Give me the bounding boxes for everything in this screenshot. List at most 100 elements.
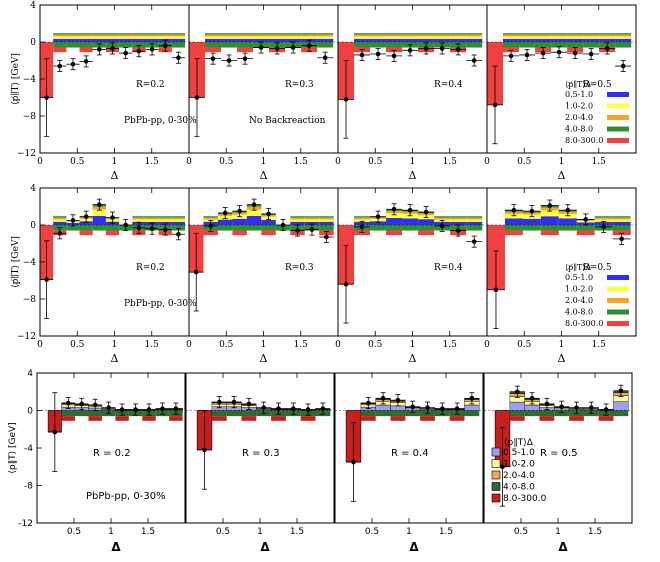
bar-pos <box>503 33 520 35</box>
bar-under <box>405 410 421 417</box>
data-point <box>44 277 49 282</box>
y-tick-label: −12 <box>17 332 36 342</box>
bar-under2 <box>241 416 257 421</box>
bar-pos <box>246 215 262 225</box>
bar-pos <box>79 221 93 225</box>
panel-label: R=0.4 <box>434 263 463 273</box>
bar-under2 <box>612 230 631 236</box>
x-tick-label: 0 <box>37 157 43 167</box>
panel-label: R = 0.2 <box>93 448 131 459</box>
bar-pos <box>466 216 483 218</box>
x-tick-label: 1 <box>108 527 114 537</box>
chart-row-bottom: 0.5 1 1.5 Δ R = 0.2 0.5 1 1.5 Δ R = 0.3 0.5 1 1.5 Δ R … <box>8 369 633 554</box>
bar-pos <box>594 219 613 222</box>
bar-under <box>535 42 552 48</box>
bar-pos <box>205 36 222 39</box>
x-tick-label: 1.5 <box>294 157 309 167</box>
bar-pos <box>519 33 536 35</box>
bar-pos <box>158 216 172 218</box>
data-point <box>176 231 181 237</box>
x-tick-label: 0 <box>335 157 341 167</box>
x-axis-label: Δ <box>260 352 268 365</box>
bar-pos <box>503 36 520 39</box>
x-tick-label: 0 <box>37 340 43 350</box>
bar-pos <box>402 218 419 225</box>
data-point <box>65 400 71 406</box>
x-tick-label: 0 <box>484 340 490 350</box>
bar-under2 <box>509 416 525 421</box>
data-point <box>492 102 498 108</box>
bar-under <box>246 225 262 231</box>
x-tick-label: 0.5 <box>70 340 85 350</box>
bar-under <box>319 225 334 231</box>
bar-pos <box>599 33 616 35</box>
bar-under <box>75 410 89 417</box>
data-point <box>366 400 371 406</box>
panel-middle-0: 0 0.5 1 1.5 Δ R=0.2 <box>37 187 190 365</box>
bar-pos <box>612 221 631 225</box>
bar-pos <box>558 218 577 225</box>
data-point <box>391 53 397 59</box>
bar-under <box>360 410 376 417</box>
legend-title: ⟨p∥T⟩Δ <box>504 438 534 448</box>
bar-pos <box>301 33 318 35</box>
bar-pos <box>171 217 186 220</box>
legend-label: 0.5-1.0 <box>503 448 535 458</box>
data-point <box>280 222 286 228</box>
data-point <box>469 396 475 401</box>
bar-pos <box>509 401 525 411</box>
y-tick-label: -8 <box>24 482 33 492</box>
data-point <box>290 45 296 50</box>
bar-under <box>92 225 106 231</box>
legend-swatch <box>491 482 501 491</box>
bar-pos <box>583 36 600 39</box>
data-point <box>242 56 248 61</box>
legend-title: ⟨p̸∥T⟩Δ <box>565 80 591 89</box>
legend-label: 0.5-1.0 <box>565 273 593 282</box>
data-point <box>306 43 312 48</box>
bar-pos <box>158 33 172 35</box>
bar-pos <box>237 36 254 39</box>
bar-pos <box>217 219 233 225</box>
panel-label: R = 0.4 <box>391 448 429 459</box>
bar-pos <box>567 34 584 37</box>
bar-under2 <box>390 416 406 421</box>
panel-top-1: 0 0.5 1 1.5 Δ R=0.3 <box>186 4 339 182</box>
bar-under <box>509 410 525 417</box>
chart-row-top: 0 0.5 1 1.5 Δ R=0.2 0 0.5 1 1.5 Δ R=0.3 0 0.5 1 1.5 Δ R=0… <box>10 1 637 182</box>
x-tick-label: 0 <box>186 340 192 350</box>
data-point <box>508 53 514 59</box>
panel-top-0: 0 0.5 1 1.5 Δ R=0.2 <box>37 4 190 182</box>
bar-under <box>519 42 536 48</box>
bar-under2 <box>169 416 183 421</box>
legend-label: 0.5-1.0 <box>565 90 593 99</box>
bar-under <box>386 42 403 48</box>
bar-pos <box>79 34 93 37</box>
bar-pos <box>370 221 387 225</box>
legend-swatch <box>607 286 629 292</box>
bar-pos <box>290 219 305 222</box>
data-point <box>471 58 477 63</box>
bar-pos <box>205 38 222 42</box>
bar-pos <box>285 34 302 37</box>
bar-pos <box>158 219 172 222</box>
data-point <box>237 208 242 214</box>
bar-pos <box>551 38 568 42</box>
y-tick-label: -12 <box>18 519 33 529</box>
data-point <box>574 405 579 410</box>
data-point <box>246 401 252 407</box>
annotation-text: PbPb-pp, 0-30% <box>86 491 166 502</box>
x-tick-label: 1.5 <box>439 527 453 537</box>
bar-pos <box>285 33 302 35</box>
data-point <box>70 61 76 67</box>
panel-label: R=0.2 <box>136 263 165 273</box>
data-point <box>601 224 606 230</box>
bar-pos <box>304 219 320 222</box>
bar-pos <box>354 33 371 35</box>
bar-pos <box>519 36 536 39</box>
data-point <box>565 207 571 213</box>
bar-under <box>211 410 227 417</box>
data-point <box>619 236 624 242</box>
bar-under <box>464 410 480 417</box>
bar-under <box>61 410 76 417</box>
